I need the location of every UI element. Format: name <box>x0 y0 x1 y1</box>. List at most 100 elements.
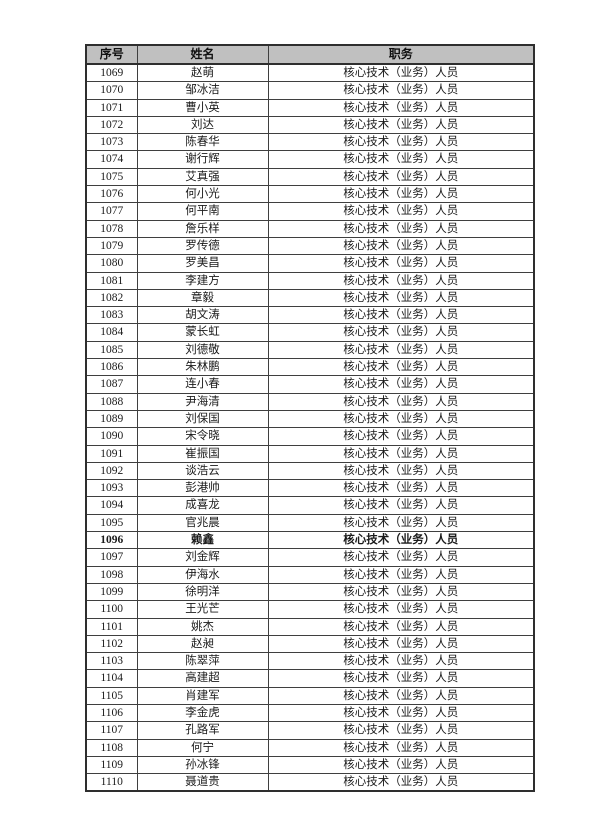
row-role-cell: 核心技术（业务）人员 <box>267 375 535 394</box>
row-role-cell: 核心技术（业务）人员 <box>267 513 535 533</box>
table-row: 1096 赖鑫 核心技术（业务）人员 <box>85 531 535 550</box>
row-name-cell: 何宁 <box>136 738 269 757</box>
row-name-cell: 李建方 <box>136 271 269 290</box>
table-row: 1099 徐明洋 核心技术（业务）人员 <box>85 582 535 602</box>
table-row: 1077 何平南 核心技术（业务）人员 <box>85 202 535 221</box>
table-body: 1069 赵萌 核心技术（业务）人员 1070 邹冰洁 核心技术（业务）人员 1071 曹小英… <box>85 63 535 792</box>
row-role-cell: 核心技术（业务）人员 <box>267 167 535 187</box>
table-row: 1108 何宁 核心技术（业务）人员 <box>85 738 535 757</box>
row-name-cell: 孙冰锋 <box>136 755 269 775</box>
row-name-cell: 何小光 <box>136 185 269 204</box>
row-role-cell: 核心技术（业务）人员 <box>267 185 535 204</box>
row-name-cell: 罗传德 <box>136 236 269 256</box>
row-name-cell: 聂道贵 <box>136 773 269 792</box>
row-index-cell: 1103 <box>85 652 138 671</box>
table-row: 1080 罗美昌 核心技术（业务）人员 <box>85 254 535 273</box>
row-name-cell: 官兆晨 <box>136 513 269 533</box>
table-row: 1076 何小光 核心技术（业务）人员 <box>85 185 535 204</box>
row-index-cell: 1107 <box>85 721 138 740</box>
row-name-cell: 李金虎 <box>136 703 269 723</box>
row-index-cell: 1086 <box>85 358 138 377</box>
row-index-cell: 1110 <box>85 773 138 792</box>
table-row: 1092 谈浩云 核心技术（业务）人员 <box>85 461 535 481</box>
row-index-cell: 1091 <box>85 444 138 463</box>
row-role-cell: 核心技术（业务）人员 <box>267 219 535 238</box>
row-role-cell: 核心技术（业务）人员 <box>267 323 535 342</box>
row-name-cell: 邹冰洁 <box>136 81 269 100</box>
table-row: 1104 高建超 核心技术（业务）人员 <box>85 669 535 688</box>
row-role-cell: 核心技术（业务）人员 <box>267 409 535 429</box>
row-name-cell: 蒙长虹 <box>136 323 269 342</box>
row-role-cell: 核心技术（业务）人员 <box>267 669 535 688</box>
row-index-cell: 1085 <box>85 340 138 360</box>
table-row: 1090 宋令晓 核心技术（业务）人员 <box>85 427 535 446</box>
row-index-cell: 1090 <box>85 427 138 446</box>
table-row: 1089 刘保国 核心技术（业务）人员 <box>85 409 535 429</box>
row-index-cell: 1080 <box>85 254 138 273</box>
row-name-cell: 朱林鹏 <box>136 358 269 377</box>
row-index-cell: 1078 <box>85 219 138 238</box>
row-name-cell: 何平南 <box>136 202 269 221</box>
row-role-cell: 核心技术（业务）人员 <box>267 565 535 584</box>
row-name-cell: 刘金辉 <box>136 548 269 567</box>
row-role-cell: 核心技术（业务）人员 <box>267 721 535 740</box>
row-role-cell: 核心技术（业务）人员 <box>267 63 535 83</box>
row-role-cell: 核心技术（业务）人员 <box>267 703 535 723</box>
table-row: 1072 刘达 核心技术（业务）人员 <box>85 115 535 135</box>
row-index-cell: 1079 <box>85 236 138 256</box>
row-name-cell: 高建超 <box>136 669 269 688</box>
row-name-cell: 赵昶 <box>136 634 269 654</box>
row-name-cell: 赖鑫 <box>136 531 269 550</box>
table-row: 1103 陈翠萍 核心技术（业务）人员 <box>85 652 535 671</box>
table-row: 1074 谢行辉 核心技术（业务）人员 <box>85 150 535 169</box>
row-name-cell: 王光芒 <box>136 600 269 619</box>
table-row: 1078 詹乐样 核心技术（业务）人员 <box>85 219 535 238</box>
row-name-cell: 徐明洋 <box>136 582 269 602</box>
row-role-cell: 核心技术（业务）人员 <box>267 600 535 619</box>
row-index-cell: 1072 <box>85 115 138 135</box>
row-name-cell: 刘保国 <box>136 409 269 429</box>
row-index-cell: 1101 <box>85 617 138 636</box>
row-index-cell: 1084 <box>85 323 138 342</box>
row-name-cell: 尹海清 <box>136 392 269 411</box>
row-index-cell: 1100 <box>85 600 138 619</box>
row-name-cell: 赵萌 <box>136 63 269 83</box>
table-row: 1095 官兆晨 核心技术（业务）人员 <box>85 513 535 533</box>
table-row: 1098 伊海水 核心技术（业务）人员 <box>85 565 535 584</box>
row-role-cell: 核心技术（业务）人员 <box>267 306 535 325</box>
row-role-cell: 核心技术（业务）人员 <box>267 479 535 498</box>
table-row: 1110 聂道贵 核心技术（业务）人员 <box>85 773 535 792</box>
row-name-cell: 刘德敬 <box>136 340 269 360</box>
row-role-cell: 核心技术（业务）人员 <box>267 444 535 463</box>
table-row: 1109 孙冰锋 核心技术（业务）人员 <box>85 755 535 775</box>
row-name-cell: 章毅 <box>136 288 269 308</box>
row-role-cell: 核心技术（业务）人员 <box>267 358 535 377</box>
row-role-cell: 核心技术（业务）人员 <box>267 738 535 757</box>
table-row: 1069 赵萌 核心技术（业务）人员 <box>85 63 535 83</box>
row-role-cell: 核心技术（业务）人员 <box>267 496 535 515</box>
row-role-cell: 核心技术（业务）人员 <box>267 392 535 411</box>
table-row: 1106 李金虎 核心技术（业务）人员 <box>85 703 535 723</box>
row-index-cell: 1075 <box>85 167 138 187</box>
row-role-cell: 核心技术（业务）人员 <box>267 773 535 792</box>
table-row: 1101 姚杰 核心技术（业务）人员 <box>85 617 535 636</box>
row-role-cell: 核心技术（业务）人员 <box>267 548 535 567</box>
row-index-cell: 1102 <box>85 634 138 654</box>
row-role-cell: 核心技术（业务）人员 <box>267 634 535 654</box>
row-index-cell: 1096 <box>85 531 138 550</box>
table-row: 1094 成喜龙 核心技术（业务）人员 <box>85 496 535 515</box>
row-index-cell: 1076 <box>85 185 138 204</box>
row-role-cell: 核心技术（业务）人员 <box>267 617 535 636</box>
row-role-cell: 核心技术（业务）人员 <box>267 254 535 273</box>
table-row: 1071 曹小英 核心技术（业务）人员 <box>85 98 535 117</box>
row-index-cell: 1070 <box>85 81 138 100</box>
row-name-cell: 姚杰 <box>136 617 269 636</box>
table-row: 1097 刘金辉 核心技术（业务）人员 <box>85 548 535 567</box>
row-name-cell: 肖建军 <box>136 686 269 705</box>
table-row: 1102 赵昶 核心技术（业务）人员 <box>85 634 535 654</box>
row-name-cell: 刘达 <box>136 115 269 135</box>
row-index-cell: 1109 <box>85 755 138 775</box>
row-name-cell: 孔路军 <box>136 721 269 740</box>
row-index-cell: 1105 <box>85 686 138 705</box>
